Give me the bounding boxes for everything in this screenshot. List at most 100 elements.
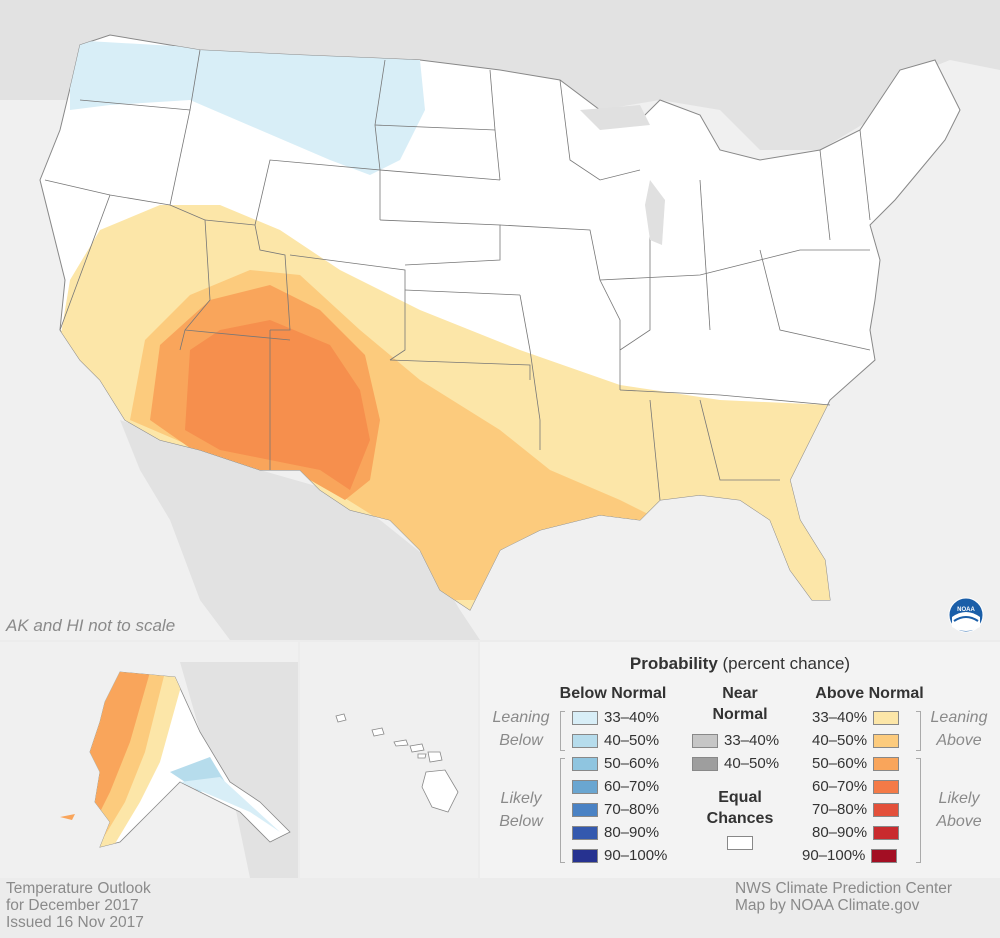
above-label: 80–90% bbox=[812, 824, 868, 841]
below-label: 80–90% bbox=[604, 824, 660, 841]
credit-caption: NWS Climate Prediction Center Map by NOA… bbox=[735, 880, 952, 914]
lake-superior bbox=[580, 105, 650, 130]
likely-below-line1: Likely bbox=[500, 790, 542, 807]
below-swatch bbox=[572, 802, 598, 817]
scale-note: AK and HI not to scale bbox=[6, 616, 176, 635]
alaska-inset bbox=[0, 642, 298, 878]
leaning-below-line1: Leaning bbox=[492, 709, 550, 726]
above-label: 90–100% bbox=[802, 847, 866, 864]
near-swatch bbox=[692, 756, 718, 771]
below-label: 60–70% bbox=[604, 778, 660, 795]
canada-land bbox=[0, 0, 1000, 150]
outlook-caption: Temperature Outlook for December 2017 Is… bbox=[6, 880, 151, 931]
above-swatch bbox=[873, 825, 900, 840]
near-normal-header-line1: Near bbox=[722, 685, 758, 702]
above-label: 40–50% bbox=[812, 732, 868, 749]
below-swatch bbox=[572, 825, 598, 840]
near-row: 33–40% bbox=[692, 731, 779, 750]
likely-below-line2: Below bbox=[499, 813, 543, 830]
leaning-above-bracket bbox=[916, 711, 921, 751]
above-row: 70–80% bbox=[812, 800, 900, 819]
above-row: 40–50% bbox=[812, 731, 900, 750]
below-label: 50–60% bbox=[604, 755, 660, 772]
above-swatch bbox=[873, 733, 900, 748]
noaa-logo-icon: NOAA bbox=[948, 597, 984, 633]
credit-map-by: Map by NOAA Climate.gov bbox=[735, 897, 920, 914]
above-row: 90–100% bbox=[802, 846, 898, 865]
mexico-land bbox=[120, 420, 480, 640]
below-swatch bbox=[572, 779, 598, 794]
credit-agency: NWS Climate Prediction Center bbox=[735, 880, 953, 897]
hawaii-map-svg bbox=[300, 642, 478, 878]
leaning-below-line2: Below bbox=[499, 732, 543, 749]
below-normal-header: Below Normal bbox=[559, 685, 667, 702]
below-row: 80–90% bbox=[572, 823, 659, 842]
likely-below-bracket bbox=[560, 758, 565, 863]
below-row: 90–100% bbox=[572, 846, 667, 865]
lake-michigan bbox=[645, 180, 665, 245]
above-swatch bbox=[873, 779, 900, 794]
below-swatch bbox=[572, 848, 598, 863]
near-normal-header-line2: Normal bbox=[712, 706, 768, 723]
hawaii-inset bbox=[300, 642, 478, 878]
alaska-map-svg bbox=[0, 642, 298, 878]
legend-title-rest: (percent chance) bbox=[717, 654, 851, 673]
likely-above-bracket bbox=[916, 758, 921, 863]
outlook-issued: Issued 16 Nov 2017 bbox=[6, 914, 144, 931]
below-label: 70–80% bbox=[604, 801, 660, 818]
likely-above-label: Likely Above bbox=[922, 787, 996, 833]
above-swatch bbox=[873, 710, 900, 725]
above-row: 80–90% bbox=[812, 823, 900, 842]
legend-panel: Probability (percent chance) Below Norma… bbox=[480, 642, 1000, 878]
below-row: 33–40% bbox=[572, 708, 659, 727]
above-row: 60–70% bbox=[812, 777, 900, 796]
near-swatch bbox=[692, 733, 718, 748]
near-normal-header: Near Normal bbox=[685, 683, 795, 725]
hawaii-islands bbox=[335, 713, 459, 813]
equal-chances-line2: Chances bbox=[706, 810, 774, 827]
leaning-above-label: Leaning Above bbox=[922, 706, 996, 752]
leaning-below-label: Leaning Below bbox=[484, 706, 558, 752]
above-normal-header: Above Normal bbox=[815, 685, 924, 702]
near-label: 33–40% bbox=[724, 732, 780, 749]
outlook-title: Temperature Outlook bbox=[6, 880, 151, 897]
aleutian-islands bbox=[60, 814, 75, 820]
below-lean-region bbox=[70, 40, 425, 175]
legend-title-bold: Probability bbox=[629, 654, 718, 673]
likely-above-line1: Likely bbox=[938, 790, 980, 807]
leaning-above-line1: Leaning bbox=[930, 709, 988, 726]
below-swatch bbox=[572, 733, 598, 748]
below-label: 33–40% bbox=[604, 709, 660, 726]
below-row: 50–60% bbox=[572, 754, 659, 773]
above-60-core bbox=[185, 320, 370, 490]
below-label: 40–50% bbox=[604, 732, 660, 749]
outlook-period: for December 2017 bbox=[6, 897, 139, 914]
state-boundaries bbox=[44, 49, 871, 501]
above-row: 33–40% bbox=[812, 708, 900, 727]
below-swatch bbox=[572, 710, 598, 725]
below-swatch bbox=[572, 756, 598, 771]
above-label: 50–60% bbox=[812, 755, 868, 772]
below-row: 40–50% bbox=[572, 731, 659, 750]
equal-chances-header: Equal Chances bbox=[685, 787, 795, 829]
above-swatch bbox=[873, 756, 900, 771]
svg-text:NOAA: NOAA bbox=[957, 607, 975, 613]
legend-title: Probability (percent chance) bbox=[480, 654, 1000, 674]
likely-below-label: Likely Below bbox=[484, 787, 558, 833]
above-swatch bbox=[871, 848, 898, 863]
above-label: 60–70% bbox=[812, 778, 868, 795]
near-row: 40–50% bbox=[692, 754, 779, 773]
below-row: 70–80% bbox=[572, 800, 659, 819]
above-label: 70–80% bbox=[812, 801, 868, 818]
equal-chances-line1: Equal bbox=[718, 789, 762, 806]
conus-map: AK and HI not to scale NOAA bbox=[0, 0, 1000, 640]
conus-map-svg bbox=[0, 0, 1000, 640]
above-label: 33–40% bbox=[812, 709, 868, 726]
below-label: 90–100% bbox=[604, 847, 668, 864]
above-swatch bbox=[873, 802, 900, 817]
leaning-below-bracket bbox=[560, 711, 565, 751]
below-row: 60–70% bbox=[572, 777, 659, 796]
leaning-above-line2: Above bbox=[936, 732, 982, 749]
near-label: 40–50% bbox=[724, 755, 780, 772]
equal-chances-swatch bbox=[727, 836, 753, 850]
